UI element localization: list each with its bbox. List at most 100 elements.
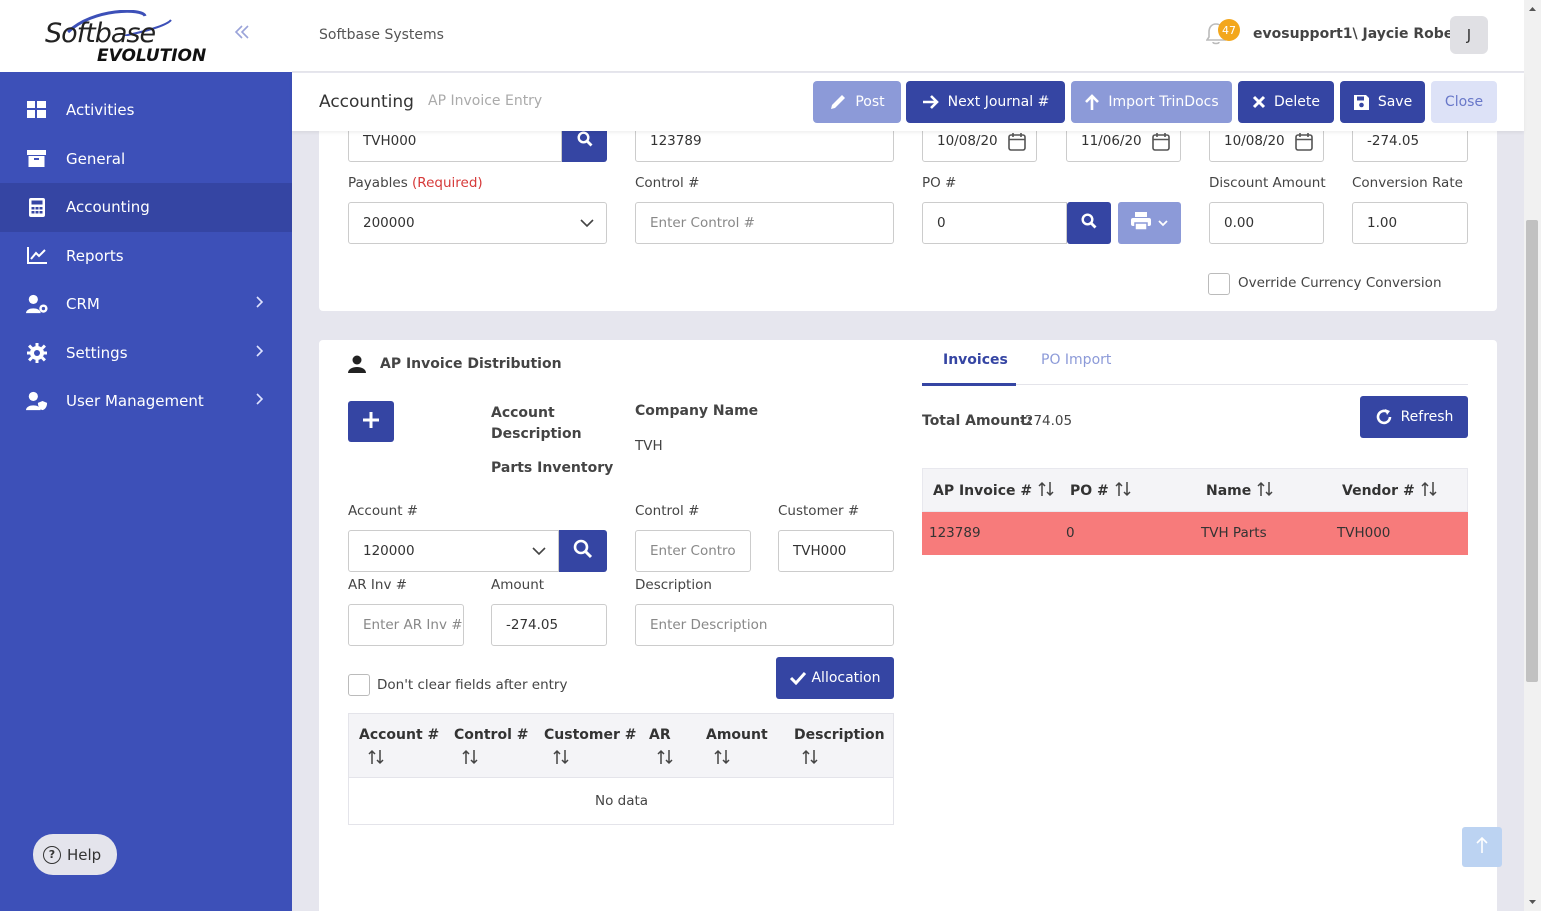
logo-line1: Softbase — [45, 18, 156, 49]
sort-icon — [1115, 481, 1131, 501]
conversion-rate-input[interactable]: 1.00 — [1352, 202, 1468, 244]
notification-badge[interactable]: 47 — [1218, 19, 1240, 41]
allocation-button[interactable]: Allocation — [776, 657, 894, 699]
chevron-down-icon — [532, 544, 546, 562]
customer-label: Customer # — [778, 503, 860, 519]
softbase-logo[interactable]: Softbase EVOLUTION — [45, 10, 210, 66]
tab-invoices[interactable]: Invoices — [943, 352, 1008, 368]
control-label: Control # — [635, 175, 700, 191]
account-number-label: Account # — [348, 503, 419, 519]
column-label: Control # — [454, 727, 529, 743]
sort-icon[interactable] — [657, 749, 673, 769]
grid-icon — [26, 99, 48, 121]
help-button[interactable]: ? Help — [33, 834, 117, 875]
dont-clear-label: Don't clear fields after entry — [377, 677, 568, 693]
sort-icon[interactable] — [714, 749, 730, 769]
next-journal-button[interactable]: Next Journal # — [906, 81, 1065, 123]
back-to-top-button[interactable] — [1462, 827, 1502, 867]
column-header-control[interactable]: Control # — [454, 727, 528, 743]
distribution-title: AP Invoice Distribution — [380, 356, 562, 372]
arrow-right-icon — [922, 94, 940, 110]
calendar-icon[interactable] — [1295, 132, 1313, 155]
sidebar-item-general[interactable]: General — [0, 135, 292, 184]
print-dropdown-button[interactable] — [1118, 202, 1181, 244]
sidebar-item-label: User Management — [66, 392, 204, 411]
account-number-value: 120000 — [363, 543, 415, 559]
scroll-up-icon[interactable] — [1524, 2, 1541, 16]
scroll-down-icon[interactable] — [1524, 895, 1541, 909]
scrollbar-thumb[interactable] — [1526, 220, 1538, 682]
column-header-ap-invoice[interactable]: AP Invoice # — [933, 481, 1054, 501]
sort-icon[interactable] — [462, 749, 478, 769]
sidebar-item-activities[interactable]: Activities — [0, 86, 292, 135]
amount-input[interactable]: -274.05 — [491, 604, 607, 646]
avatar[interactable]: J — [1450, 16, 1488, 54]
question-icon: ? — [43, 845, 61, 864]
allocation-label: Allocation — [811, 670, 881, 686]
add-distribution-button[interactable] — [348, 401, 394, 442]
user-gear-icon — [26, 293, 48, 315]
payables-label: Payables (Required) — [348, 175, 483, 191]
post-label: Post — [855, 94, 885, 110]
column-header-name[interactable]: Name — [1206, 481, 1273, 501]
column-header-amount[interactable]: Amount — [706, 727, 768, 743]
column-header-description[interactable]: Description — [794, 727, 885, 743]
account-number-select[interactable]: 120000 — [348, 530, 559, 572]
user-name[interactable]: evosupport1\ Jaycie Roberts — [1253, 26, 1476, 42]
sort-icon — [1257, 481, 1273, 501]
search-icon — [573, 539, 593, 563]
sidebar-item-accounting[interactable]: Accounting — [0, 183, 292, 232]
po-search-button[interactable] — [1067, 202, 1111, 244]
refresh-button[interactable]: Refresh — [1360, 396, 1468, 438]
sidebar-item-user-management[interactable]: User Management — [0, 377, 292, 426]
customer-input[interactable]: TVH000 — [778, 530, 894, 572]
column-header-customer[interactable]: Customer # — [544, 727, 636, 743]
dist-control-label: Control # — [635, 503, 700, 519]
conversion-rate-label: Conversion Rate — [1352, 175, 1463, 191]
post-button[interactable]: Post — [813, 81, 901, 123]
calendar-icon[interactable] — [1008, 132, 1026, 155]
column-header-account[interactable]: Account # — [359, 727, 439, 743]
total-amount-label: Total Amount: — [922, 413, 1033, 429]
account-search-button[interactable] — [559, 530, 607, 572]
dist-control-input[interactable]: Enter Contro — [635, 530, 751, 572]
column-header-po[interactable]: PO # — [1070, 481, 1131, 501]
sidebar-item-label: Accounting — [66, 198, 150, 217]
po-input[interactable]: 0 — [922, 202, 1067, 244]
import-trindocs-button[interactable]: Import TrinDocs — [1071, 81, 1232, 123]
payables-select[interactable]: 200000 — [348, 202, 607, 244]
column-label: AR — [649, 727, 671, 743]
save-button[interactable]: Save — [1340, 81, 1425, 123]
tab-po-import[interactable]: PO Import — [1041, 352, 1112, 368]
po-label: PO # — [922, 175, 957, 191]
import-label: Import TrinDocs — [1108, 94, 1219, 110]
sidebar-item-reports[interactable]: Reports — [0, 232, 292, 281]
logo-line2: EVOLUTION — [97, 46, 207, 66]
calendar-icon[interactable] — [1152, 132, 1170, 155]
sidebar-item-label: Settings — [66, 343, 128, 362]
dont-clear-checkbox[interactable] — [348, 674, 370, 696]
payables-value: 200000 — [363, 215, 415, 231]
breadcrumb-page: AP Invoice Entry — [428, 93, 543, 109]
column-label: Customer # — [544, 727, 637, 743]
close-button[interactable]: Close — [1431, 81, 1497, 123]
ar-inv-input[interactable]: Enter AR Inv # — [348, 604, 464, 646]
plus-icon — [362, 411, 380, 433]
description-input[interactable]: Enter Description — [635, 604, 894, 646]
table-row[interactable]: 123789 0 TVH Parts TVH000 — [922, 512, 1468, 555]
sort-icon[interactable] — [802, 749, 818, 769]
collapse-sidebar-icon[interactable] — [232, 22, 252, 48]
delete-button[interactable]: Delete — [1238, 81, 1334, 123]
override-currency-checkbox[interactable] — [1208, 273, 1230, 295]
breadcrumb-module[interactable]: Accounting — [319, 92, 414, 112]
sort-icon[interactable] — [553, 749, 569, 769]
sort-icon[interactable] — [368, 749, 384, 769]
control-input[interactable]: Enter Control # — [635, 202, 894, 244]
help-label: Help — [67, 845, 102, 864]
user-icon — [348, 355, 366, 377]
discount-amount-input[interactable]: 0.00 — [1209, 202, 1324, 244]
sidebar-item-crm[interactable]: CRM — [0, 280, 292, 329]
column-header-vendor[interactable]: Vendor # — [1342, 481, 1437, 501]
column-header-ar[interactable]: AR — [649, 727, 671, 743]
sidebar-item-settings[interactable]: Settings — [0, 329, 292, 378]
